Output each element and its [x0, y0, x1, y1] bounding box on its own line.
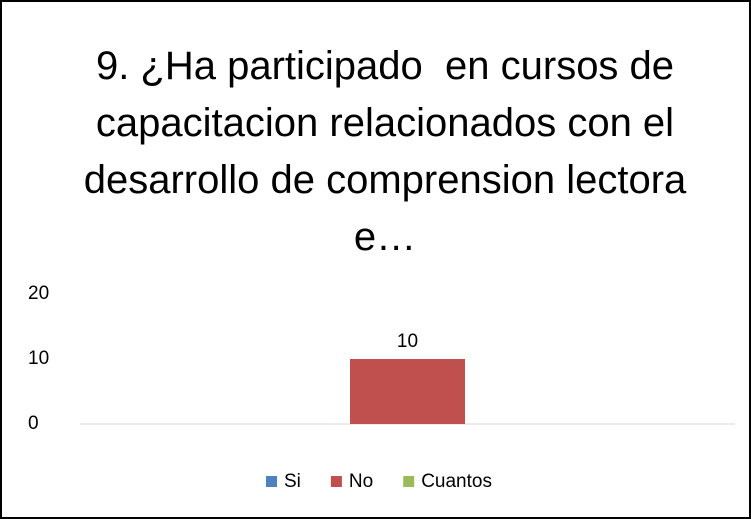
legend-label: Cuantos [421, 471, 492, 492]
y-tick-label: 0 [28, 413, 39, 434]
legend-label: No [349, 471, 373, 492]
y-tick-label: 10 [28, 348, 49, 369]
legend-swatch [330, 476, 342, 487]
legend-label: Si [284, 471, 301, 492]
chart-title: 9. ¿Ha participado en cursos de capacita… [83, 44, 698, 259]
bar [350, 359, 465, 424]
legend-swatch [403, 476, 415, 487]
y-tick-label: 20 [28, 283, 49, 304]
data-label: 10 [397, 331, 418, 352]
legend-swatch [266, 476, 277, 487]
